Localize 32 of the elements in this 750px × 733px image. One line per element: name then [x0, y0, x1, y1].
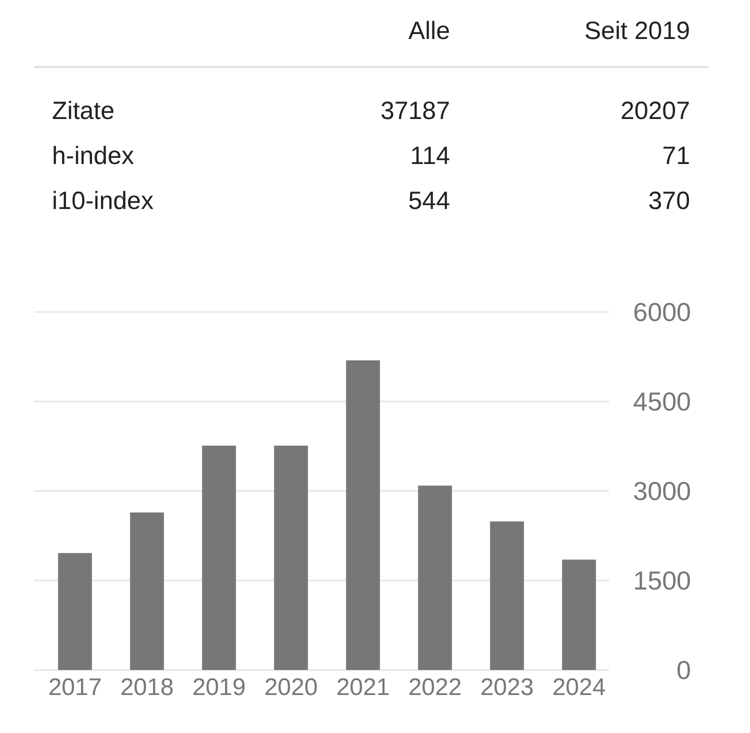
- data-label: 71: [662, 142, 690, 170]
- bar: [274, 446, 308, 670]
- x-tick-label: 2021: [336, 674, 390, 702]
- x-tick-label: 2020: [264, 674, 318, 702]
- bar: [58, 553, 92, 670]
- x-tick-label: 2022: [408, 674, 462, 702]
- y-tick-label: 0: [676, 655, 691, 686]
- text: Zitate: [52, 97, 115, 125]
- text: h-index: [52, 142, 134, 170]
- category-label: Seit 2019: [584, 17, 690, 45]
- x-tick-label: 2023: [480, 674, 534, 702]
- bar: [346, 360, 380, 670]
- bar: [562, 560, 596, 670]
- category-label: Alle: [408, 17, 450, 45]
- x-tick-label: 2018: [120, 674, 174, 702]
- y-tick-label: 1500: [633, 566, 691, 596]
- x-tick-label: 2019: [192, 674, 246, 702]
- x-tick-label: 2024: [552, 674, 606, 702]
- bar: [490, 521, 524, 670]
- bar: [418, 486, 452, 670]
- bar: [202, 446, 236, 670]
- y-tick-label: 6000: [633, 297, 691, 328]
- text: i10-index: [52, 187, 154, 215]
- x-tick-label: 2017: [48, 674, 102, 702]
- y-tick-label: 4500: [633, 386, 691, 417]
- data-label: 114: [410, 142, 450, 170]
- data-label: 37187: [380, 97, 450, 125]
- data-label: 20207: [620, 97, 690, 125]
- y-tick-label: 3000: [633, 476, 691, 506]
- bar: [130, 512, 164, 670]
- data-label: 544: [408, 187, 450, 215]
- data-label: 370: [648, 187, 690, 215]
